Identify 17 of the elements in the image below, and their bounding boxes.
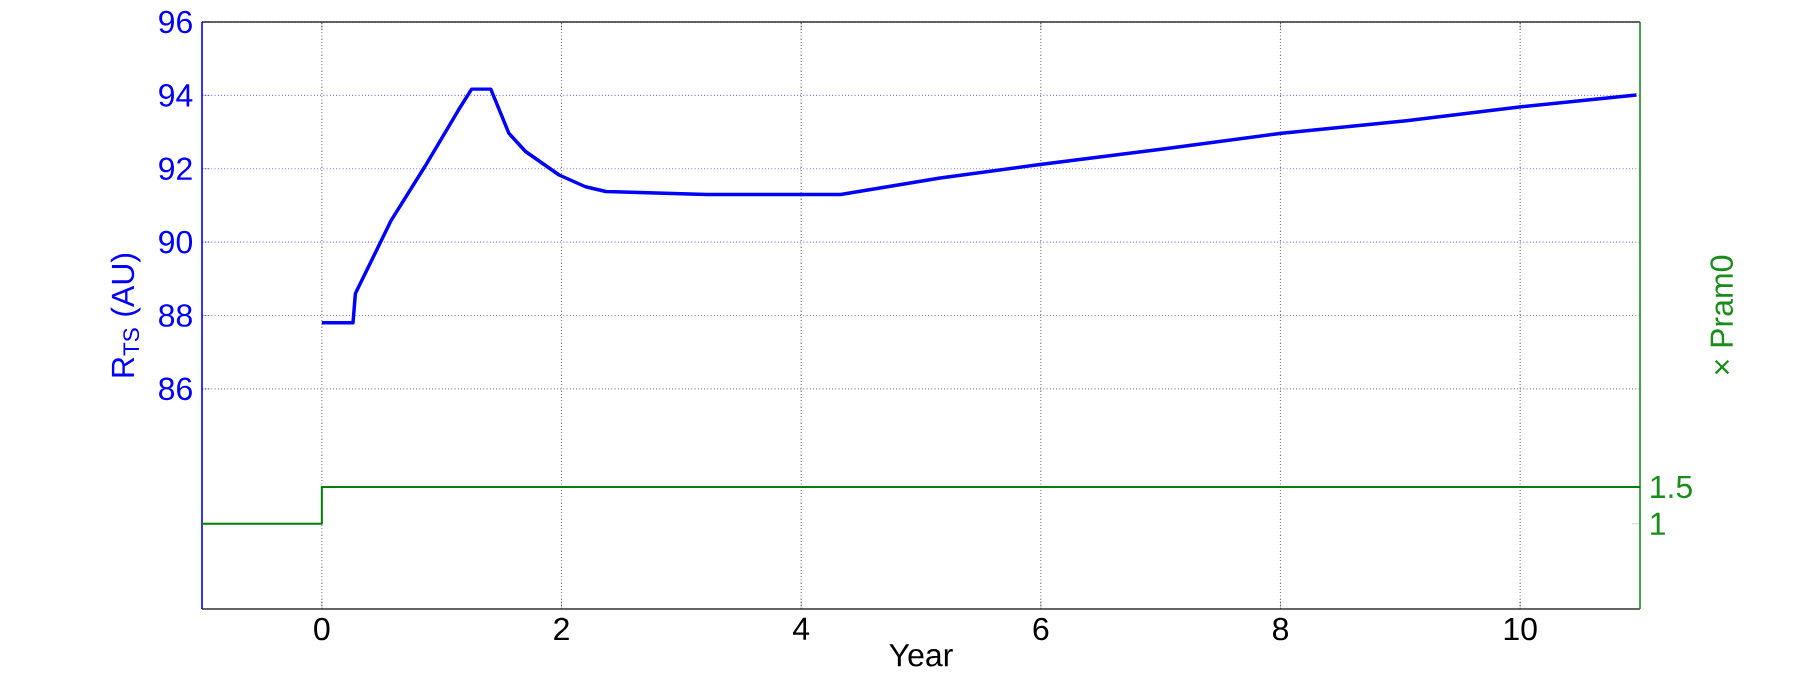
x-tick-label: 10 [1504, 617, 1537, 641]
y-axis-title: R$_{TS}$ (AU) [110, 253, 141, 377]
y-tick-label: 86 [159, 377, 192, 401]
y-tick-label: 96 [159, 10, 192, 34]
y-tick-label: 94 [159, 84, 193, 107]
x-tick-label: 2 [554, 617, 569, 641]
y2-axis-title: × Pram0 [1710, 255, 1734, 375]
x-tick-label: 0 [314, 617, 330, 641]
x-tick-label: 6 [1033, 617, 1049, 641]
y-tick-label: 90 [159, 230, 193, 254]
y-tick-label: 88 [159, 304, 192, 327]
y-tick-label: 92 [159, 157, 192, 181]
y2-tick-label: 1.5 [1651, 475, 1692, 499]
y2-tick-label: 1 [1651, 512, 1665, 535]
x-tick-label: 8 [1272, 617, 1288, 641]
x-tick-label: 4 [793, 617, 810, 640]
x-axis-title: Year [889, 644, 953, 667]
